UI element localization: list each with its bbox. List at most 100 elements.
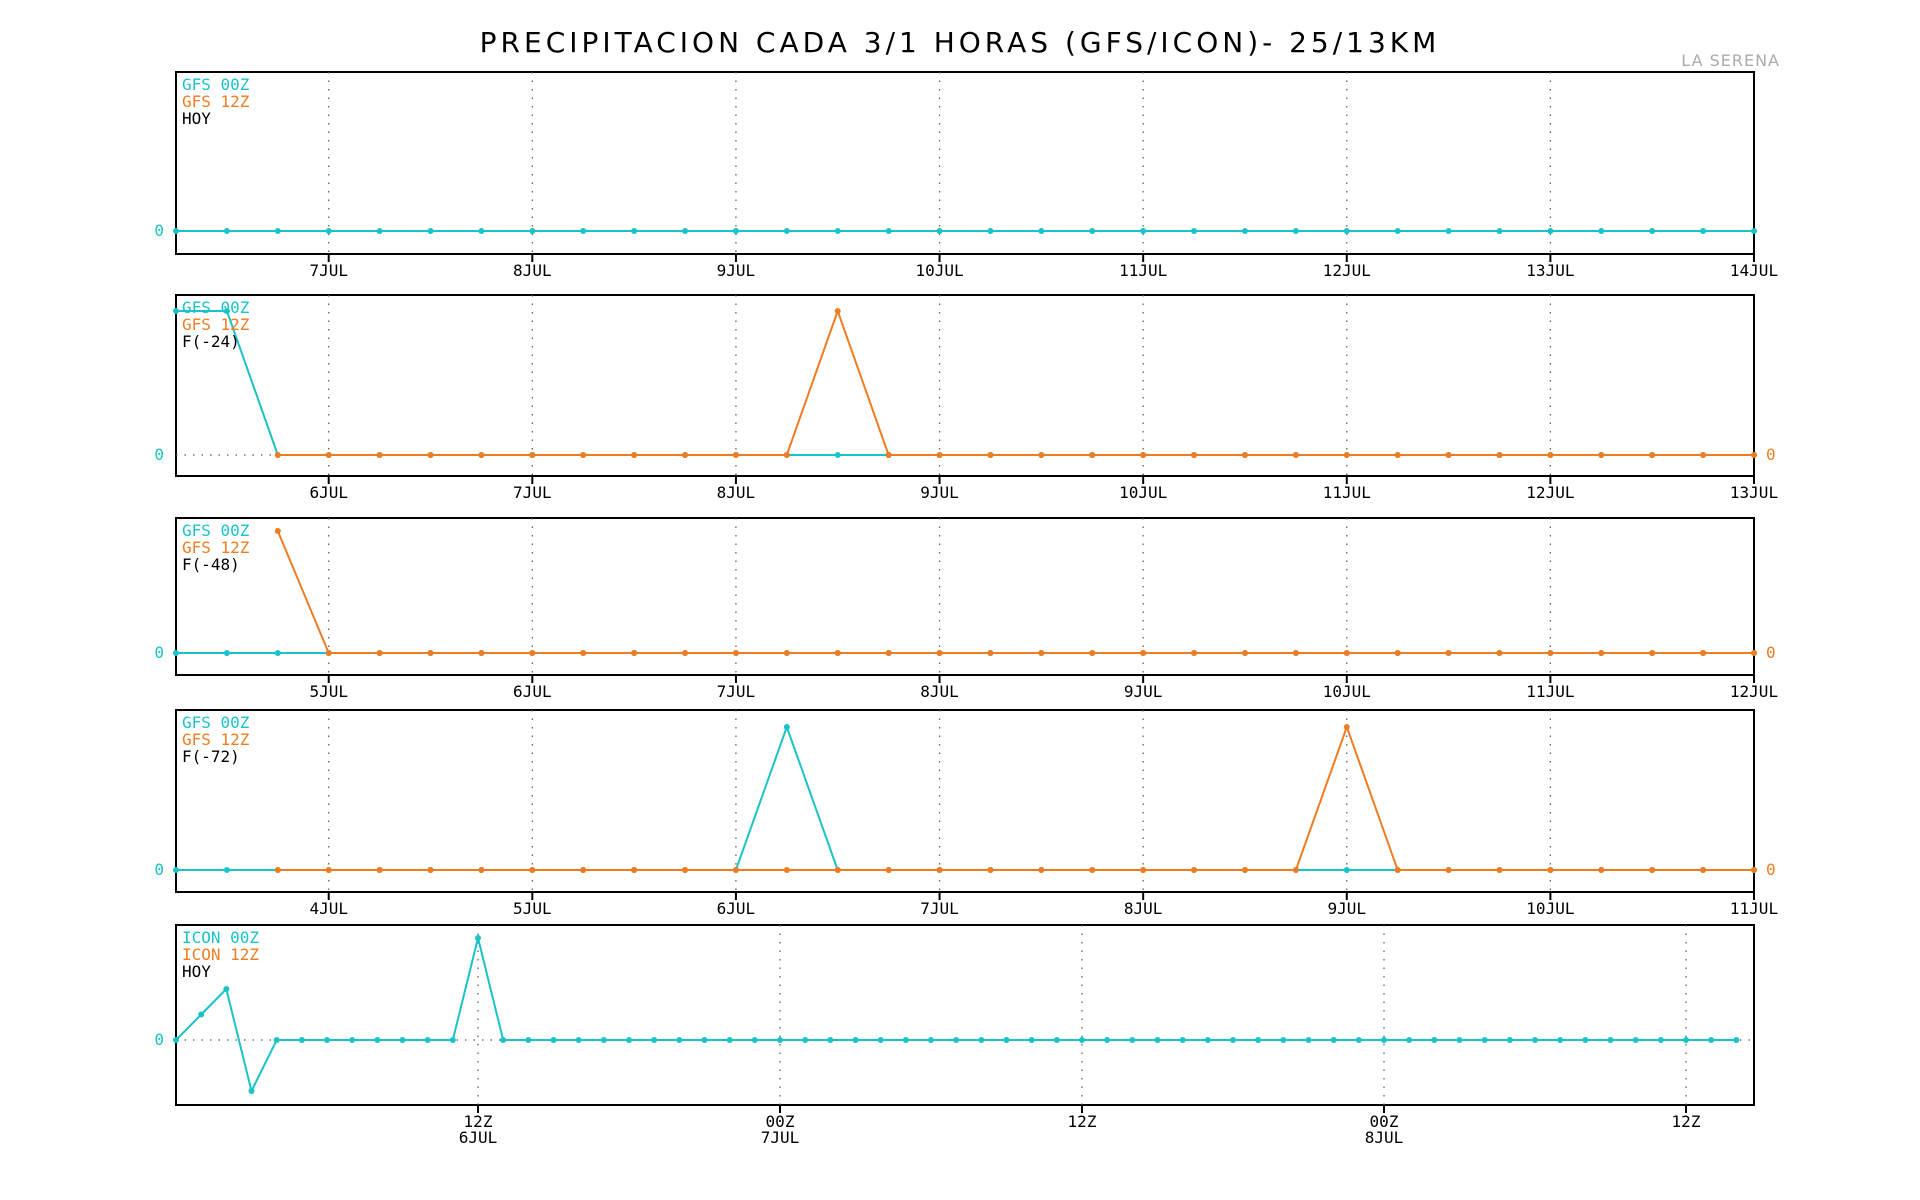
data-point	[173, 867, 179, 873]
data-point	[223, 650, 230, 656]
y-tick-label-left: 0	[154, 221, 164, 240]
data-point	[1547, 452, 1554, 458]
data-point	[1708, 1037, 1715, 1043]
data-point	[936, 650, 943, 656]
data-point	[631, 867, 638, 873]
data-point	[1496, 452, 1503, 458]
data-point	[783, 452, 790, 458]
x-tick-label: 9JUL	[1124, 682, 1163, 701]
data-point	[1632, 1037, 1639, 1043]
data-point	[885, 228, 892, 234]
x-tick-label: 14JUL	[1730, 261, 1778, 280]
x-tick-hour-label: 12Z	[1068, 1112, 1097, 1131]
panel-2: 6JUL 7JUL 8JUL 9JUL 10JUL 11JUL 12JUL 13JUL 0 0 GF…	[154, 294, 1778, 502]
series-line-icon-00z	[175, 937, 1737, 1094]
data-point	[529, 867, 536, 873]
data-point	[173, 1037, 179, 1043]
data-point	[1700, 452, 1707, 458]
data-point	[1292, 228, 1299, 234]
data-point	[1649, 228, 1656, 234]
data-point	[575, 1037, 582, 1043]
data-point	[885, 867, 892, 873]
data-point	[783, 650, 790, 656]
data-point	[682, 228, 689, 234]
data-point	[529, 228, 536, 234]
data-point	[1394, 452, 1401, 458]
data-point	[1598, 452, 1605, 458]
legend-entry: GFS 12Z	[182, 92, 250, 111]
x-tick-label: 9JUL	[717, 261, 756, 280]
data-point	[600, 1037, 607, 1043]
data-point	[1038, 452, 1045, 458]
data-point	[478, 650, 485, 656]
data-point	[1343, 724, 1350, 730]
data-point	[1089, 228, 1096, 234]
data-point	[1104, 1037, 1111, 1043]
data-point	[1343, 228, 1350, 234]
data-point	[1129, 1037, 1136, 1043]
panel-frame	[175, 517, 1755, 676]
data-point	[1431, 1037, 1438, 1043]
data-point	[1649, 867, 1656, 873]
data-point	[732, 228, 739, 234]
data-point	[1038, 228, 1045, 234]
data-point	[1053, 1037, 1060, 1043]
panel-frame	[175, 709, 1755, 893]
legend-entry: F(-72)	[182, 747, 240, 766]
legend-entry: HOY	[182, 109, 211, 128]
data-point	[1355, 1037, 1362, 1043]
series-line-gfs-00z	[176, 724, 1754, 871]
data-point	[1038, 867, 1045, 873]
y-tick-label-right: 0	[1766, 445, 1776, 464]
data-point	[1089, 867, 1096, 873]
data-point	[682, 867, 689, 873]
x-tick-label: 7JUL	[309, 261, 348, 280]
data-point	[1598, 228, 1605, 234]
data-point	[701, 1037, 708, 1043]
data-point	[682, 452, 689, 458]
y-tick-label-left: 0	[154, 445, 164, 464]
data-point	[1140, 867, 1147, 873]
data-point	[325, 867, 332, 873]
data-point	[1394, 650, 1401, 656]
data-point	[580, 228, 587, 234]
x-tick-day-label: 6JUL	[459, 1128, 498, 1147]
data-point	[500, 1037, 507, 1043]
data-point	[525, 1037, 532, 1043]
data-point	[427, 867, 434, 873]
data-point	[1038, 650, 1045, 656]
data-point	[376, 452, 383, 458]
chart-panels: 7JUL 8JUL 9JUL 10JUL 11JUL 12JUL 13JUL 14JUL 0 GF…	[154, 71, 1778, 1147]
data-point	[580, 650, 587, 656]
data-point	[1089, 650, 1096, 656]
data-point	[427, 650, 434, 656]
data-point	[1557, 1037, 1564, 1043]
data-point	[1496, 650, 1503, 656]
data-point	[877, 1037, 884, 1043]
data-point	[478, 228, 485, 234]
x-tick-label: 6JUL	[717, 899, 756, 918]
data-point	[1191, 228, 1198, 234]
data-point	[274, 452, 281, 458]
x-tick-label: 12JUL	[1730, 682, 1778, 701]
data-point	[732, 867, 739, 873]
data-point	[1496, 867, 1503, 873]
chart-title: PRECIPITACION CADA 3/1 HORAS (GFS/ICON)-…	[480, 26, 1441, 59]
x-tick-label: 12JUL	[1526, 483, 1574, 502]
data-point	[325, 650, 332, 656]
data-point	[783, 867, 790, 873]
data-point	[1649, 650, 1656, 656]
data-point	[1582, 1037, 1589, 1043]
series-line-gfs-12z	[277, 307, 1754, 456]
data-point	[325, 452, 332, 458]
data-point	[1230, 1037, 1236, 1043]
data-point	[978, 1037, 985, 1043]
x-tick-hour-label: 12Z	[1672, 1112, 1701, 1131]
data-point	[1241, 867, 1248, 873]
data-point	[1381, 1037, 1387, 1043]
data-point	[223, 867, 230, 873]
x-tick-label: 6JUL	[309, 483, 348, 502]
